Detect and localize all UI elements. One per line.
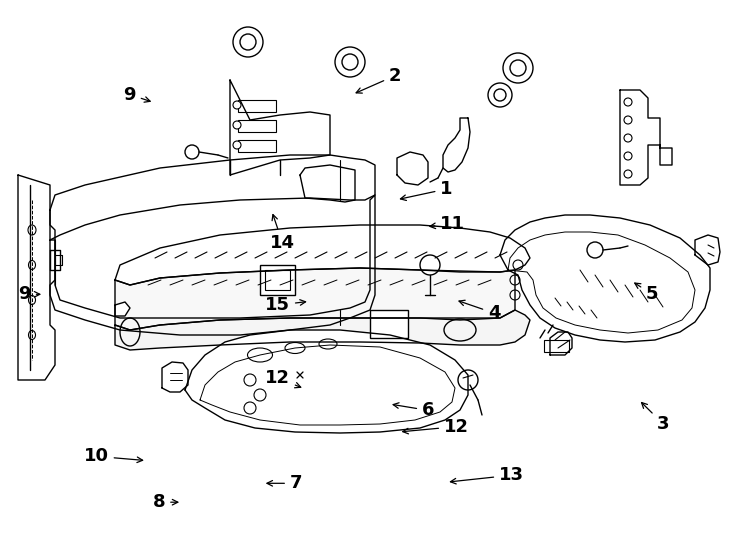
Text: 12: 12 [265, 369, 301, 388]
Circle shape [240, 34, 256, 50]
Polygon shape [230, 80, 330, 175]
Polygon shape [115, 225, 530, 285]
Polygon shape [50, 250, 60, 270]
Circle shape [503, 53, 533, 83]
Bar [265, 270, 290, 290]
Polygon shape [50, 195, 375, 335]
Text: 8: 8 [153, 493, 178, 511]
Circle shape [587, 242, 603, 258]
Circle shape [233, 27, 263, 57]
Polygon shape [18, 175, 55, 380]
Text: 15: 15 [265, 296, 305, 314]
Polygon shape [55, 255, 62, 265]
Bar [238, 100, 276, 112]
Bar [544, 340, 569, 352]
Circle shape [510, 275, 520, 285]
Bar [238, 140, 276, 152]
Polygon shape [162, 362, 188, 392]
Polygon shape [115, 268, 515, 330]
Text: 4: 4 [459, 300, 501, 322]
Circle shape [233, 101, 241, 109]
Circle shape [624, 116, 632, 124]
Polygon shape [695, 235, 720, 265]
Polygon shape [550, 332, 572, 355]
Polygon shape [185, 330, 468, 433]
Circle shape [624, 170, 632, 178]
Polygon shape [620, 90, 672, 185]
Text: 7: 7 [267, 474, 302, 492]
Circle shape [233, 141, 241, 149]
Circle shape [254, 389, 266, 401]
Text: 2: 2 [356, 66, 401, 93]
Text: 1: 1 [401, 180, 453, 200]
Circle shape [335, 47, 365, 77]
Text: 9: 9 [18, 285, 40, 303]
Bar [238, 120, 276, 132]
Polygon shape [115, 302, 130, 316]
Circle shape [458, 370, 478, 390]
Circle shape [624, 134, 632, 142]
Polygon shape [397, 152, 428, 185]
Text: 10: 10 [84, 447, 142, 465]
Text: 12: 12 [403, 417, 469, 436]
Text: 5: 5 [635, 283, 658, 303]
Polygon shape [443, 118, 470, 172]
Polygon shape [50, 155, 375, 240]
Text: 3: 3 [642, 402, 669, 433]
Circle shape [488, 83, 512, 107]
Circle shape [420, 255, 440, 275]
Text: 14: 14 [270, 214, 295, 252]
Circle shape [513, 260, 523, 270]
Circle shape [510, 60, 526, 76]
Text: 13: 13 [451, 466, 524, 484]
Circle shape [244, 402, 256, 414]
Circle shape [233, 121, 241, 129]
Circle shape [624, 98, 632, 106]
Circle shape [510, 290, 520, 300]
Text: 9: 9 [123, 85, 150, 104]
Text: 11: 11 [430, 215, 465, 233]
Circle shape [342, 54, 358, 70]
Polygon shape [500, 215, 710, 342]
Bar [370, 310, 408, 338]
Circle shape [624, 152, 632, 160]
Bar [260, 265, 295, 295]
Circle shape [244, 374, 256, 386]
Circle shape [494, 89, 506, 101]
Text: 6: 6 [393, 401, 435, 420]
Polygon shape [115, 310, 530, 350]
Polygon shape [300, 165, 355, 202]
Circle shape [185, 145, 199, 159]
